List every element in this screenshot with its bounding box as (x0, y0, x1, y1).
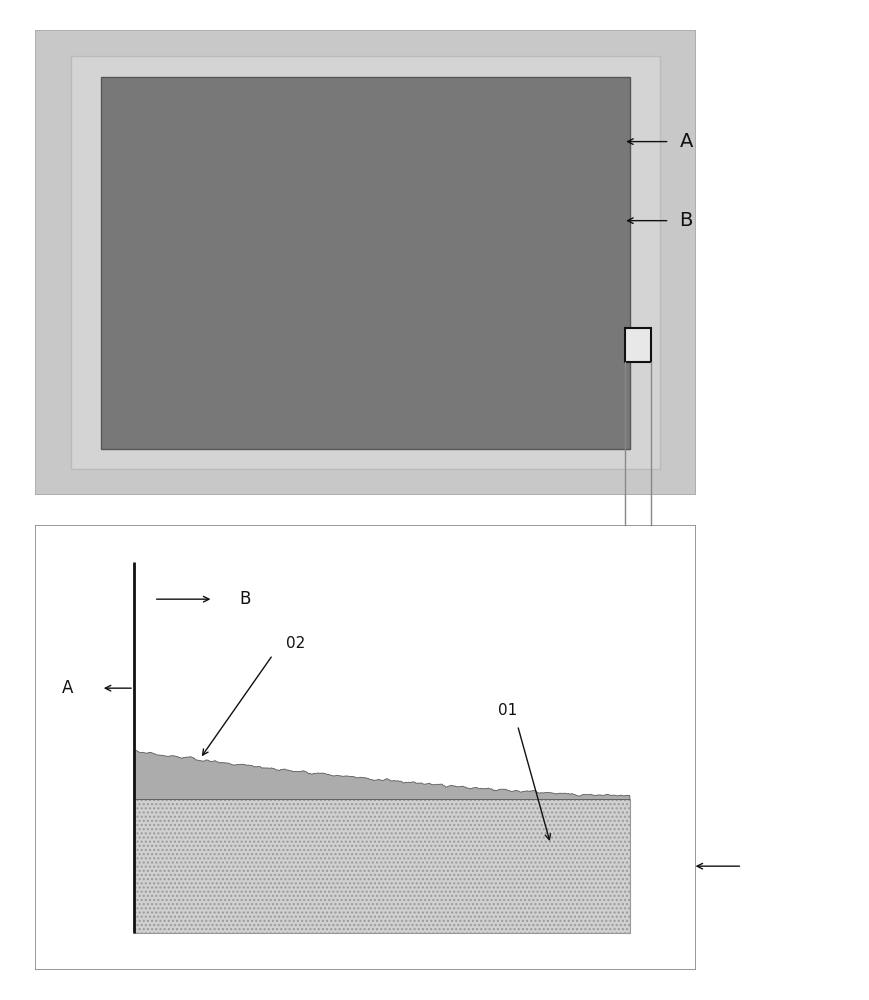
Text: A: A (679, 132, 692, 151)
Text: 01: 01 (497, 703, 516, 718)
Bar (134, 799, 629, 933)
Text: A: A (62, 679, 74, 697)
Bar (71, 56, 659, 469)
Text: B: B (679, 211, 692, 230)
Bar (101, 77, 629, 448)
Bar (624, 328, 650, 362)
Text: B: B (240, 590, 251, 608)
Polygon shape (134, 750, 629, 799)
Text: 02: 02 (286, 636, 305, 651)
